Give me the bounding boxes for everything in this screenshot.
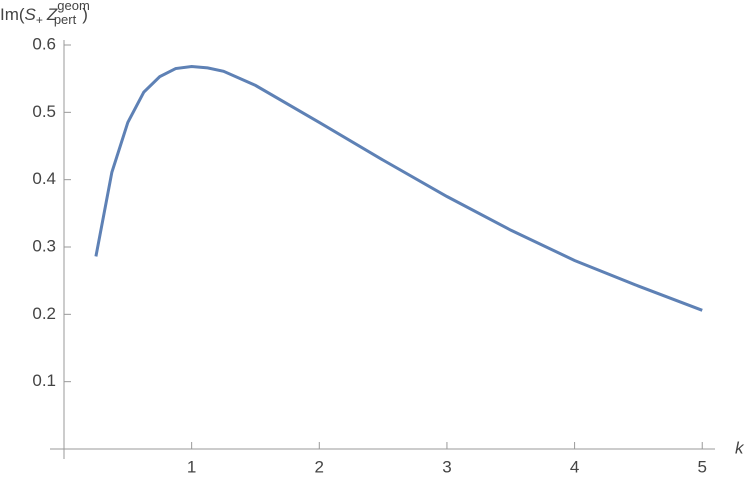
x-tick-label: 5 [698, 457, 707, 476]
y-axis-label-part: S [25, 5, 37, 24]
data-line [94, 65, 703, 312]
x-tick-label: 3 [442, 457, 451, 476]
y-tick-label: 0.5 [32, 102, 56, 121]
y-axis-label: Im(S+ Zgeom pert) [0, 0, 90, 27]
x-axis-label: k [735, 438, 745, 457]
y-tick-label: 0.3 [32, 236, 56, 255]
x-tick-label: 1 [187, 457, 196, 476]
y-axis-label-part: Im( [0, 5, 25, 24]
y-tick-label: 0.6 [32, 34, 56, 53]
x-tick-label: 4 [570, 457, 579, 476]
y-tick-label: 0.2 [32, 304, 56, 323]
y-axis-label-part: geom [57, 0, 90, 13]
y-axis-label-part: pert [54, 12, 77, 27]
y-tick-label: 0.4 [32, 169, 56, 188]
x-tick-label: 2 [315, 457, 324, 476]
y-tick-label: 0.1 [32, 371, 56, 390]
y-axis-label-part: + [36, 13, 43, 27]
y-axis-label-part: Z [46, 5, 58, 24]
y-axis-label-part: ) [82, 5, 88, 24]
